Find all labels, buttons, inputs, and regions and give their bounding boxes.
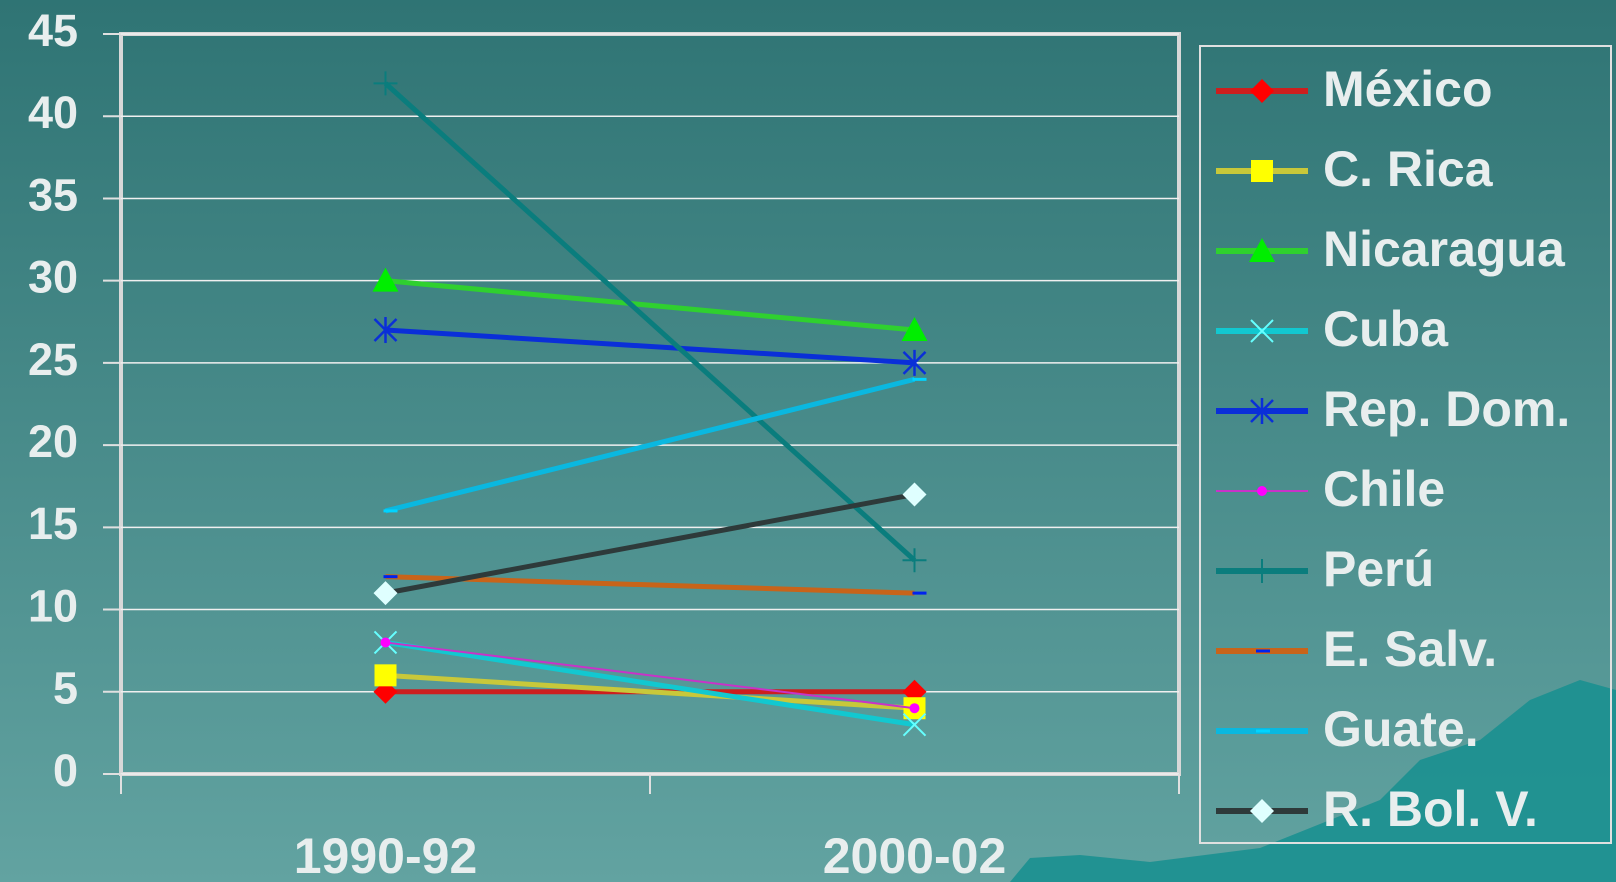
series-line (385, 574, 915, 596)
series-line (385, 278, 915, 333)
legend-label: E. Salv. (1323, 621, 1497, 677)
x-tick-label: 1990-92 (294, 828, 478, 882)
legend-box (1199, 45, 1612, 844)
legend-label: Chile (1323, 461, 1445, 517)
y-tick-label: 25 (28, 334, 78, 385)
y-tick-label: 40 (28, 87, 78, 138)
legend-marker (1249, 238, 1275, 262)
data-point (373, 581, 398, 606)
x-tick-label: 2000-02 (823, 828, 1007, 882)
series-line (385, 327, 915, 366)
series-line (385, 672, 915, 711)
series-line (385, 639, 915, 728)
data-point (901, 317, 928, 341)
data-point (372, 267, 399, 292)
legend-marker (1251, 160, 1273, 182)
legend-marker (1250, 799, 1274, 823)
legend-label: C. Rica (1323, 141, 1494, 197)
data-point (902, 712, 927, 737)
legend-label: Rep. Dom. (1323, 381, 1570, 437)
legend-marker (1250, 398, 1274, 424)
data-point (909, 703, 920, 714)
legend-marker (1250, 319, 1274, 343)
series-line (385, 641, 915, 710)
data-point (373, 71, 398, 96)
y-tick-label: 35 (28, 169, 78, 220)
mountain-decoration (1010, 680, 1616, 882)
data-point (380, 637, 391, 648)
legend-label: Nicaragua (1323, 221, 1566, 277)
legend-marker (1250, 559, 1274, 583)
data-point (374, 664, 397, 687)
legend-marker (1250, 79, 1274, 103)
legend-label: Perú (1323, 541, 1434, 597)
legend-label: R. Bol. V. (1323, 781, 1538, 837)
y-tick-label: 0 (53, 745, 78, 796)
legend-label: Guate. (1323, 701, 1479, 757)
legend-label: México (1323, 61, 1493, 117)
y-tick-label: 15 (28, 498, 78, 549)
data-point (902, 482, 927, 507)
y-tick-label: 5 (53, 663, 78, 714)
series-line (384, 376, 916, 514)
series-line (383, 81, 917, 563)
data-point (373, 317, 398, 343)
y-tick-label: 30 (28, 252, 78, 303)
legend-label: Cuba (1323, 301, 1449, 357)
y-tick-label: 10 (28, 580, 78, 631)
data-point (902, 349, 927, 376)
y-tick-label: 20 (28, 416, 78, 467)
data-point (902, 548, 927, 573)
series-line (385, 491, 915, 596)
legend-marker (1257, 486, 1267, 496)
y-tick-label: 45 (28, 5, 78, 56)
